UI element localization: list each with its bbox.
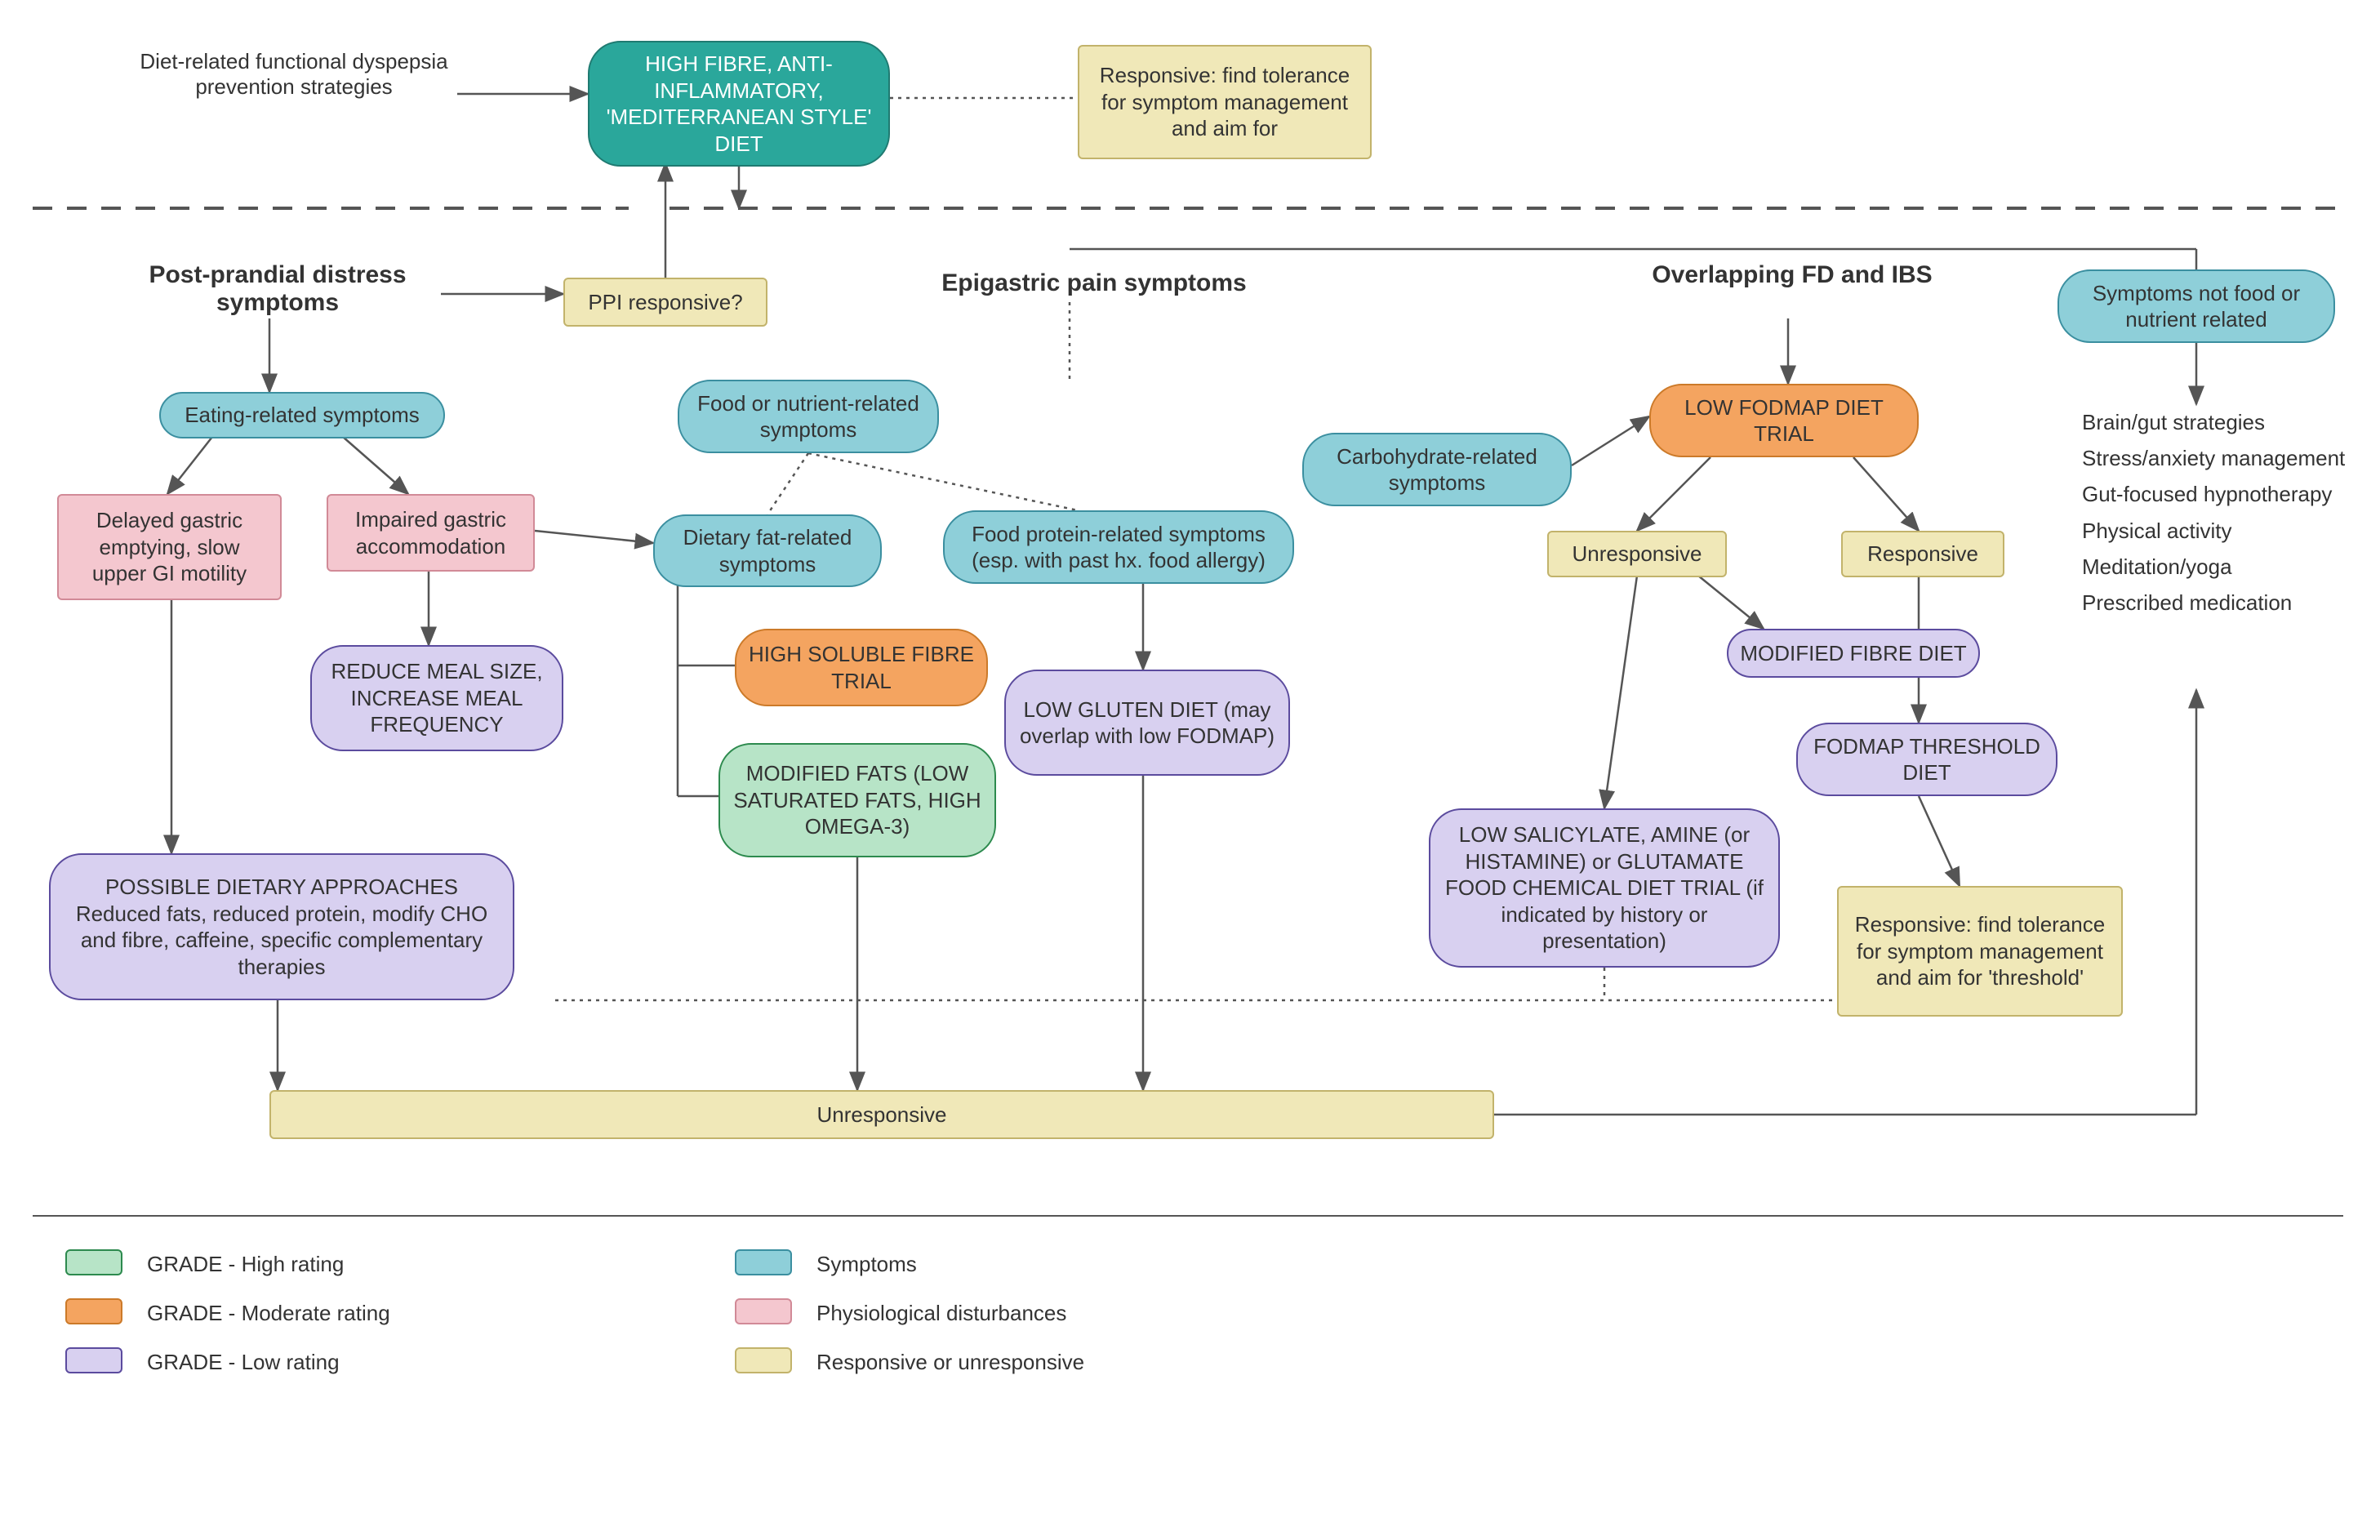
node-resp_top: Responsive: find tolerance for symptom m… xyxy=(1078,45,1372,159)
node-reduce_meal: REDUCE MEAL SIZE, INCREASE MEAL FREQUENC… xyxy=(310,645,563,751)
node-diet_prevent: Diet-related functional dyspepsia preven… xyxy=(131,49,457,139)
node-fodmap_trial: LOW FODMAP DIET TRIAL xyxy=(1649,384,1919,457)
node-impaired: Impaired gastric accommodation xyxy=(327,494,535,572)
legend-divider xyxy=(33,1215,2343,1217)
legend-label-symptoms: Symptoms xyxy=(816,1252,917,1277)
node-eating_sym: Eating-related symptoms xyxy=(159,392,445,438)
node-carb_sym: Carbohydrate-related symptoms xyxy=(1302,433,1572,506)
node-high_fibre: HIGH FIBRE, ANTI-INFLAMMATORY, 'MEDITERR… xyxy=(588,41,890,167)
node-mod_fats: MODIFIED FATS (LOW SATURATED FATS, HIGH … xyxy=(718,743,996,857)
node-unresp_bar: Unresponsive xyxy=(269,1090,1494,1139)
node-food_nutr: Food or nutrient-related symptoms xyxy=(678,380,939,453)
node-resp_bottom: Responsive: find tolerance for symptom m… xyxy=(1837,886,2123,1017)
node-low_gluten: LOW GLUTEN DIET (may overlap with low FO… xyxy=(1004,670,1290,776)
node-soluble_fibre: HIGH SOLUBLE FIBRE TRIAL xyxy=(735,629,988,706)
node-strategies: Brain/gut strategies Stress/anxiety mana… xyxy=(2082,404,2360,690)
node-food_protein: Food protein-related symptoms (esp. with… xyxy=(943,510,1294,584)
node-overlap_heading: Overlapping FD and IBS xyxy=(1649,261,1935,318)
legend-swatch-symptoms xyxy=(735,1249,792,1275)
node-epi_heading: Epigastric pain symptoms xyxy=(931,269,1257,302)
node-ppi_resp: PPI responsive? xyxy=(563,278,767,327)
node-mod_fibre_diet: MODIFIED FIBRE DIET xyxy=(1727,629,1980,678)
node-unresp1: Unresponsive xyxy=(1547,531,1727,577)
node-delayed: Delayed gastric emptying, slow upper GI … xyxy=(57,494,282,600)
legend-swatch-responsive xyxy=(735,1347,792,1373)
node-resp1: Responsive xyxy=(1841,531,2004,577)
legend-swatch-grade_low xyxy=(65,1347,122,1373)
node-dietary_fat: Dietary fat-related symptoms xyxy=(653,514,882,587)
legend-label-grade_high: GRADE - High rating xyxy=(147,1252,344,1277)
legend-swatch-grade_moderate xyxy=(65,1298,122,1324)
node-poss_dietary: POSSIBLE DIETARY APPROACHES Reduced fats… xyxy=(49,853,514,1000)
legend-swatch-physio xyxy=(735,1298,792,1324)
node-low_salic: LOW SALICYLATE, AMINE (or HISTAMINE) or … xyxy=(1429,808,1780,968)
node-pp_heading: Post-prandial distress symptoms xyxy=(114,261,441,318)
legend-label-physio: Physiological disturbances xyxy=(816,1301,1066,1326)
legend-label-grade_moderate: GRADE - Moderate rating xyxy=(147,1301,390,1326)
legend-swatch-grade_high xyxy=(65,1249,122,1275)
legend-label-responsive: Responsive or unresponsive xyxy=(816,1350,1084,1375)
node-not_food: Symptoms not food or nutrient related xyxy=(2057,269,2335,343)
node-fodmap_thresh: FODMAP THRESHOLD DIET xyxy=(1796,723,2057,796)
legend-label-grade_low: GRADE - Low rating xyxy=(147,1350,340,1375)
